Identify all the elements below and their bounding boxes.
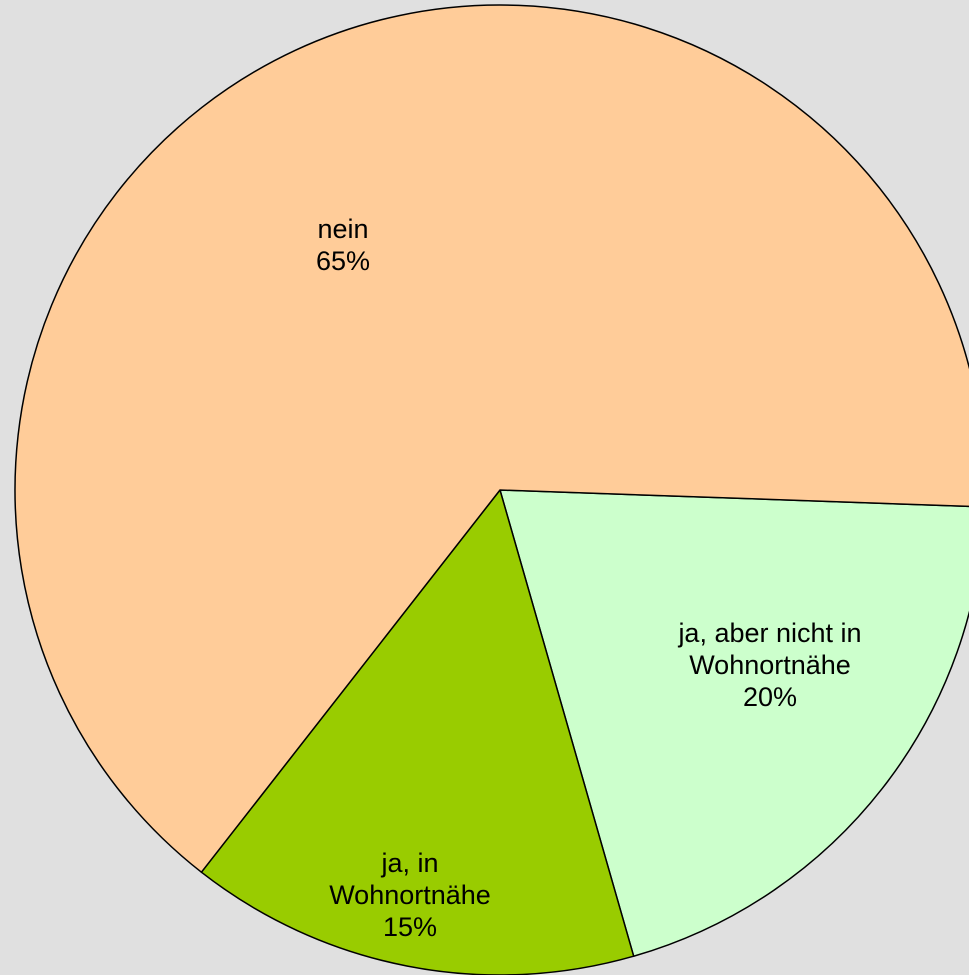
category-label: nein: [317, 214, 369, 244]
pie-slice: [14, 4, 969, 874]
slice-label-text: ja, aber nicht in Wohnortnähe 20%: [630, 605, 910, 725]
category-label: ja, aber nicht in Wohnortnähe: [678, 618, 862, 680]
value-label: 20%: [742, 682, 798, 712]
pie-slice: [498, 489, 969, 958]
value-label: 65%: [315, 246, 371, 276]
category-label: ja, in Wohnortnähe: [329, 848, 491, 910]
slice-label-text: nein 65%: [243, 185, 443, 305]
pie-slice: [200, 488, 635, 975]
slice-label-text: ja, in Wohnortnähe 15%: [310, 835, 510, 955]
value-label: 15%: [382, 912, 438, 942]
